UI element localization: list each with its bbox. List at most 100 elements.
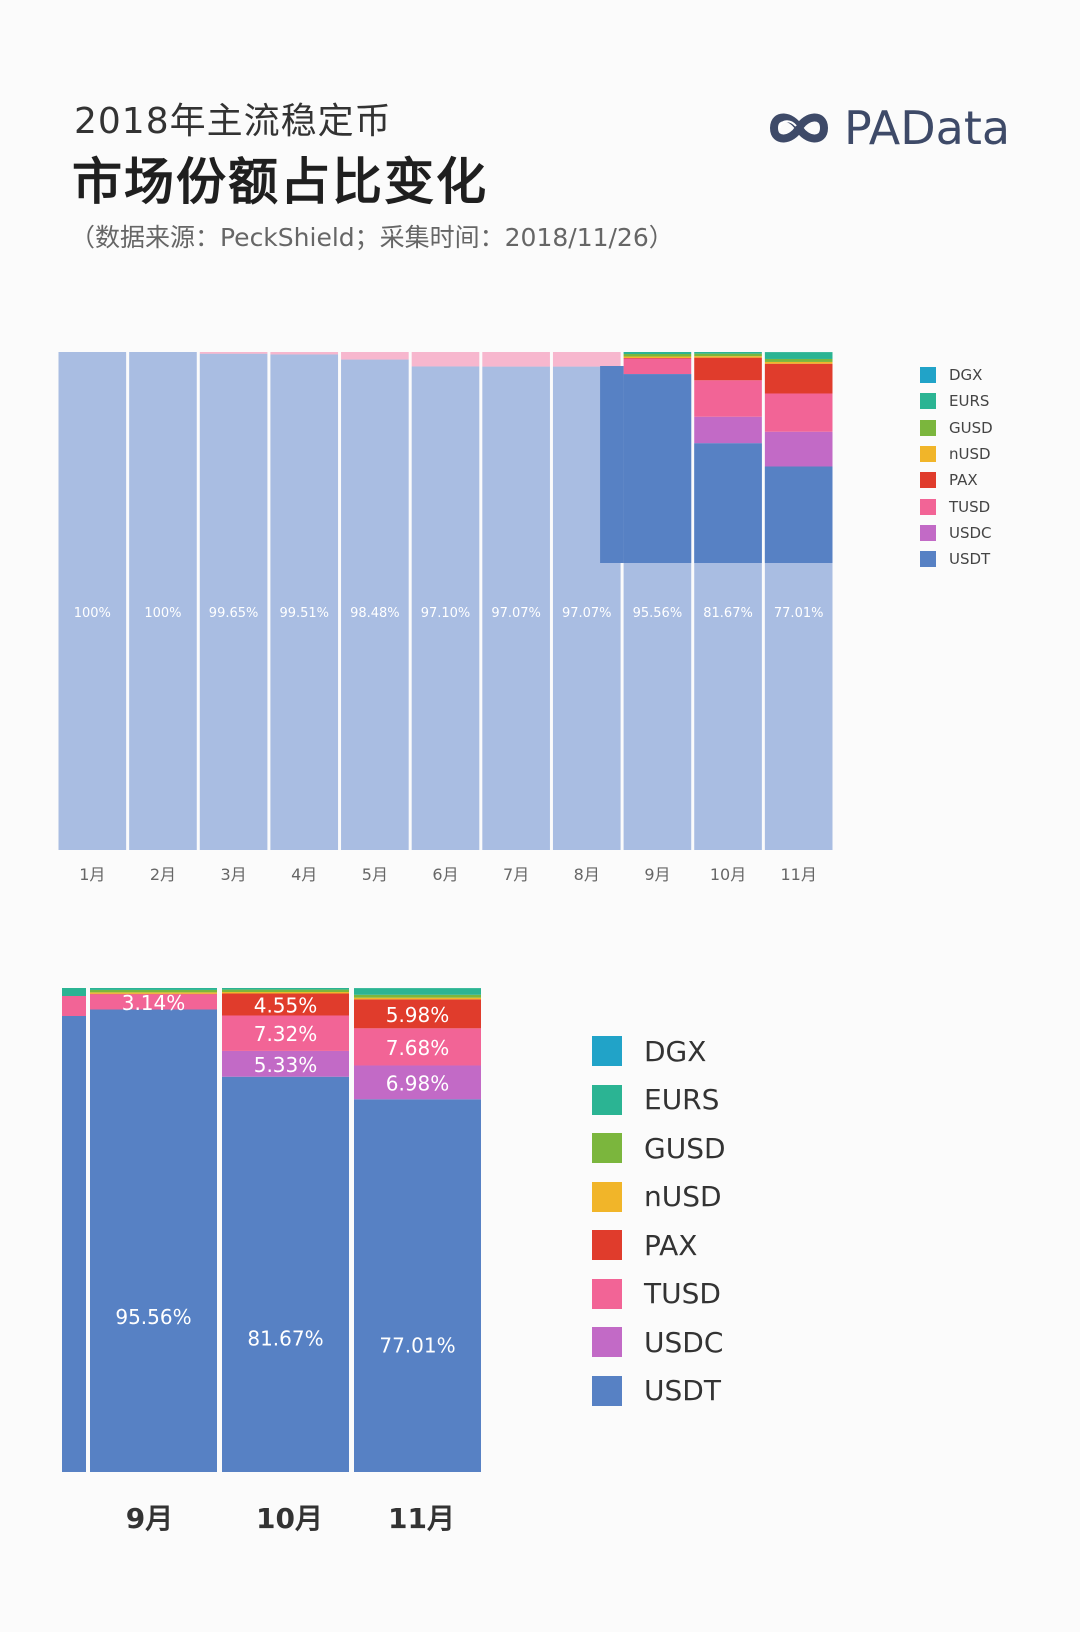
legend-label-tusd: TUSD (949, 497, 991, 516)
data-label-top-8: 95.56% (633, 606, 683, 621)
bar-segment-nusd-bottom-1 (222, 992, 349, 994)
x-tick-label-bottom-1: 10月 (256, 1502, 323, 1535)
legend-label-gusd: GUSD (949, 418, 993, 437)
legend-item-dgx: DGX (920, 362, 993, 388)
legend-item-gusd: GUSD (920, 415, 993, 441)
bar-segment-nusd-top-10 (764, 361, 833, 364)
bar-segment-pax-top-10 (764, 363, 833, 394)
bar-segment-gusd-top-9 (694, 353, 762, 357)
legend-label-eurs: EURS (949, 392, 990, 411)
partial-prev-bar (62, 988, 86, 1472)
bar-segment-usdt-top-2 (199, 353, 268, 850)
x-tick-label-top-3: 4月 (291, 865, 317, 884)
x-tick-label-top-2: 3月 (220, 865, 246, 884)
x-tick-label-top-0: 1月 (79, 865, 105, 884)
legend-swatch-tusd (920, 498, 936, 515)
data-label-pax-bottom-2: 5.98% (386, 1003, 450, 1027)
bar-segment-nusd-top-8 (623, 356, 692, 358)
legend-bottom: DGX EURS GUSD nUSD PAX TUSD USDC USDT (592, 1027, 726, 1415)
bar-segment-gusd-bottom-0 (90, 989, 217, 993)
logo-text: PAData (844, 101, 1011, 155)
legend-swatch-usdt (920, 551, 936, 568)
bar-segment-usdc-bottom-1 (222, 1050, 349, 1077)
bar-segment-tusd-bottom-1 (222, 1015, 349, 1051)
bar-segment-tusd-top-2 (199, 352, 268, 354)
data-label-top-0: 100% (74, 606, 111, 621)
legend-swatch-usdc (592, 1327, 622, 1358)
legend-label-pax: PAX (644, 1228, 698, 1262)
data-label-top-4: 98.48% (350, 606, 400, 621)
bar-segment-usdt-bottom-2 (354, 1099, 481, 1472)
legend-item-nusd: nUSD (592, 1173, 726, 1222)
bar-segment-tusd-bottom-2 (354, 1028, 481, 1066)
bar-segment-eurs-top-8 (623, 352, 692, 354)
legend-swatch-dgx (592, 1036, 622, 1067)
bar-segment-tusd-top-10 (764, 393, 833, 432)
legend-item-usdt: USDT (920, 546, 993, 572)
bar-segment-tusd-top-9 (694, 380, 762, 417)
monthly-share-chart: 100% 1月 100% 2月 99.65% 3月 99.51% 4月 98.48% 5月 97.1… (58, 352, 833, 884)
bar-segment-tusd-top-3 (270, 352, 339, 355)
bar-segment-eurs-top-9 (694, 352, 762, 354)
zoom-usdt-9 (694, 443, 762, 563)
legend-swatch-gusd (592, 1133, 622, 1164)
data-label-usdt-bottom-0: 95.56% (115, 1305, 191, 1329)
bar-segment-tusd-bottom-0 (90, 994, 217, 1010)
bar-segment-tusd-top-4 (341, 352, 409, 360)
legend-item-nusd: nUSD (920, 441, 993, 467)
bar-segment-nusd-bottom-2 (354, 997, 481, 1000)
x-tick-label-bottom-0: 9月 (126, 1502, 173, 1535)
data-label-top-7: 97.07% (562, 606, 612, 621)
zoom-usdt-10 (764, 466, 833, 563)
bar-segment-usdt-top-1 (129, 352, 197, 850)
partial-prev-eurs (62, 988, 86, 996)
bar-segment-usdt-bottom-1 (222, 1076, 349, 1472)
data-label-top-6: 97.07% (491, 606, 541, 621)
data-label-tusd-bottom-1: 7.32% (254, 1022, 318, 1046)
bar-segment-pax-bottom-1 (222, 993, 349, 1016)
bar-segment-usdc-top-9 (694, 416, 762, 444)
legend-item-usdt: USDT (592, 1367, 726, 1416)
bar-segment-gusd-bottom-1 (222, 989, 349, 993)
partial-prev-tusd (62, 996, 86, 1016)
legend-item-pax: PAX (920, 467, 993, 493)
legend-label-usdc: USDC (644, 1325, 724, 1359)
legend-item-usdc: USDC (920, 520, 993, 546)
bar-segment-gusd-bottom-2 (354, 994, 481, 998)
data-label-tusd-bottom-2: 7.68% (386, 1036, 450, 1060)
x-tick-label-top-1: 2月 (150, 865, 176, 884)
data-label-top-10: 77.01% (774, 606, 824, 621)
brand-logo: PAData (768, 98, 1010, 158)
legend-label-usdt: USDT (644, 1374, 721, 1408)
data-label-top-2: 99.65% (209, 606, 259, 621)
bar-segment-tusd-top-6 (482, 352, 550, 367)
legend-item-gusd: GUSD (592, 1124, 726, 1173)
legend-swatch-pax (920, 472, 936, 489)
x-tick-label-top-7: 8月 (574, 865, 600, 884)
data-label-usdc-bottom-1: 5.33% (254, 1053, 318, 1077)
legend-item-dgx: DGX (592, 1027, 726, 1076)
legend-swatch-eurs (920, 393, 936, 410)
bar-segment-usdt-bottom-0 (90, 1009, 217, 1472)
legend-label-usdt: USDT (949, 550, 991, 569)
legend-label-nusd: nUSD (949, 445, 991, 464)
bar-segment-gusd-top-8 (623, 353, 692, 357)
source-note: （数据来源：PeckShield；采集时间：2018/11/26） (70, 223, 674, 252)
legend-item-tusd: TUSD (592, 1270, 726, 1319)
data-label-pax-bottom-1: 4.55% (254, 993, 318, 1017)
bar-segment-eurs-bottom-0 (90, 988, 217, 990)
data-label-top-3: 99.51% (279, 606, 329, 621)
data-label-tusd-bottom-0: 3.14% (122, 991, 186, 1015)
bar-segment-gusd-top-10 (764, 358, 833, 362)
bar-segment-usdt-top-5 (411, 366, 480, 850)
bar-segment-usdt-top-0 (58, 352, 127, 850)
bar-segment-usdc-top-10 (764, 431, 833, 467)
bar-segment-eurs-bottom-2 (354, 988, 481, 995)
data-label-usdt-bottom-1: 81.67% (247, 1327, 323, 1351)
zoom-usdt-prev (600, 366, 624, 563)
zoom-usdt-8 (623, 374, 692, 563)
x-tick-label-top-6: 7月 (503, 865, 529, 884)
x-tick-label-top-8: 9月 (644, 865, 670, 884)
bar-segment-tusd-top-7 (552, 352, 621, 367)
bar-segment-eurs-top-10 (764, 352, 833, 359)
